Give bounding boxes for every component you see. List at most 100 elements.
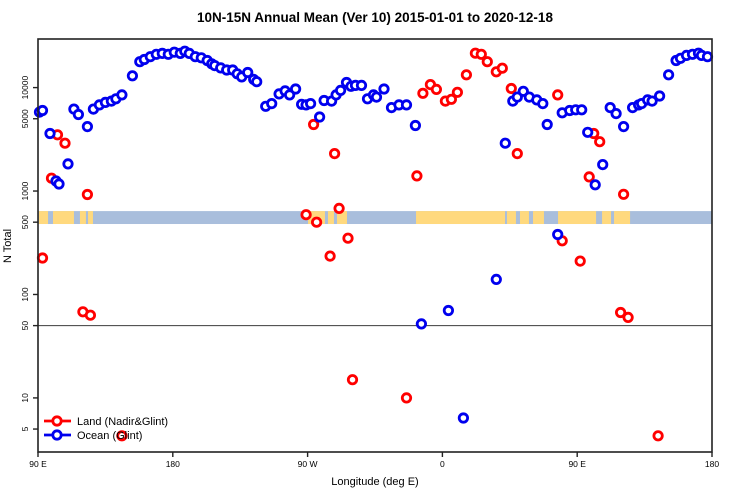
strip-land [52, 211, 74, 225]
strip-land [416, 211, 506, 225]
data-point-ocean [53, 178, 65, 190]
data-point-land [617, 188, 630, 200]
data-point-land [84, 309, 97, 321]
strip-land [558, 211, 597, 225]
data-point-land [417, 87, 429, 99]
x-tick-label: 90 W [298, 459, 318, 469]
data-point-land [594, 136, 606, 148]
data-point-land [451, 86, 463, 98]
data-point-land [475, 48, 487, 60]
data-point-ocean [72, 108, 85, 121]
data-point-land [622, 311, 634, 323]
strip-land [533, 211, 544, 225]
data-point-land [574, 255, 586, 267]
data-point-land [59, 137, 71, 149]
y-tick-label: 5000 [20, 109, 30, 128]
data-point-land [583, 171, 595, 183]
data-point-ocean [442, 304, 454, 317]
data-point-ocean [541, 118, 553, 131]
data-point-land [411, 170, 423, 182]
data-point-land [430, 83, 442, 96]
data-point-land [400, 392, 413, 404]
strip-land [519, 211, 529, 225]
strip-land [327, 211, 334, 225]
data-point-ocean [589, 179, 601, 191]
data-point-ocean [576, 104, 588, 116]
data-points-layer [33, 45, 714, 442]
data-point-ocean [610, 108, 622, 120]
data-point-ocean [409, 119, 421, 132]
data-point-ocean [617, 121, 630, 133]
data-point-ocean [552, 228, 564, 241]
data-point-ocean [537, 98, 549, 110]
latitude-strip-band [38, 211, 712, 225]
chart-title: 10N-15N Annual Mean (Ver 10) 2015-01-01 … [197, 10, 553, 25]
data-point-ocean [116, 89, 128, 101]
x-axis-label: Longitude (deg E) [331, 476, 418, 488]
x-tick-label: 0 [440, 459, 445, 469]
data-point-ocean [490, 273, 502, 285]
plot-frame [37, 38, 713, 453]
y-tick-label: 1000 [20, 181, 30, 200]
strip-land [336, 211, 347, 225]
data-point-land [481, 56, 493, 68]
data-point-land [36, 252, 49, 264]
data-point-ocean [400, 99, 413, 111]
data-point-land [328, 148, 341, 160]
data-point-land [342, 232, 354, 244]
y-tick-label: 5 [20, 426, 30, 431]
legend-ocean-marker-icon [51, 429, 63, 441]
data-point-ocean [62, 158, 74, 170]
data-point-ocean [266, 98, 278, 110]
data-point-land [552, 89, 564, 101]
strip-land [602, 211, 612, 225]
data-point-land [652, 430, 664, 442]
strip-land [614, 211, 631, 225]
data-point-ocean [251, 76, 263, 88]
x-tick-label: 90 E [29, 459, 47, 469]
data-point-ocean [313, 111, 326, 123]
x-tick-label: 180 [166, 459, 180, 469]
data-point-ocean [289, 83, 302, 95]
data-point-land [460, 69, 472, 81]
strip-land [79, 211, 86, 225]
data-point-land [445, 93, 457, 105]
data-point-ocean [499, 137, 511, 149]
data-point-ocean [242, 66, 254, 79]
data-point-ocean [457, 412, 469, 424]
x-tick-label: 180 [705, 459, 719, 469]
data-point-land [333, 202, 345, 214]
data-point-land [505, 82, 517, 95]
strip-land [506, 211, 516, 225]
y-tick-label: 10 [20, 393, 30, 403]
data-point-ocean [378, 83, 390, 95]
data-point-land [300, 209, 312, 221]
y-axis-label: N Total [2, 229, 14, 263]
data-point-land [310, 216, 323, 228]
y-tick-label: 100 [20, 287, 30, 301]
data-point-land [346, 374, 359, 386]
data-point-ocean [126, 70, 138, 82]
data-point-ocean [701, 51, 714, 63]
data-point-land [116, 430, 128, 442]
legend: Land (Nadir&Glint) Ocean (Glint) [44, 415, 168, 442]
data-point-ocean [597, 159, 609, 171]
data-point-ocean [662, 69, 675, 81]
data-point-land [614, 306, 627, 319]
legend-land-marker-icon [51, 415, 63, 427]
data-point-ocean [582, 126, 594, 138]
data-point-ocean [646, 95, 658, 107]
data-point-ocean [44, 127, 56, 140]
data-point-land [511, 148, 523, 160]
data-point-ocean [304, 98, 317, 110]
strip-land [38, 211, 49, 225]
data-point-ocean [334, 84, 347, 97]
data-point-land [307, 118, 320, 131]
data-point-land [496, 62, 508, 74]
x-tick-label: 90 E [568, 459, 586, 469]
data-point-ocean [355, 79, 368, 92]
y-tick-label: 500 [20, 215, 30, 229]
